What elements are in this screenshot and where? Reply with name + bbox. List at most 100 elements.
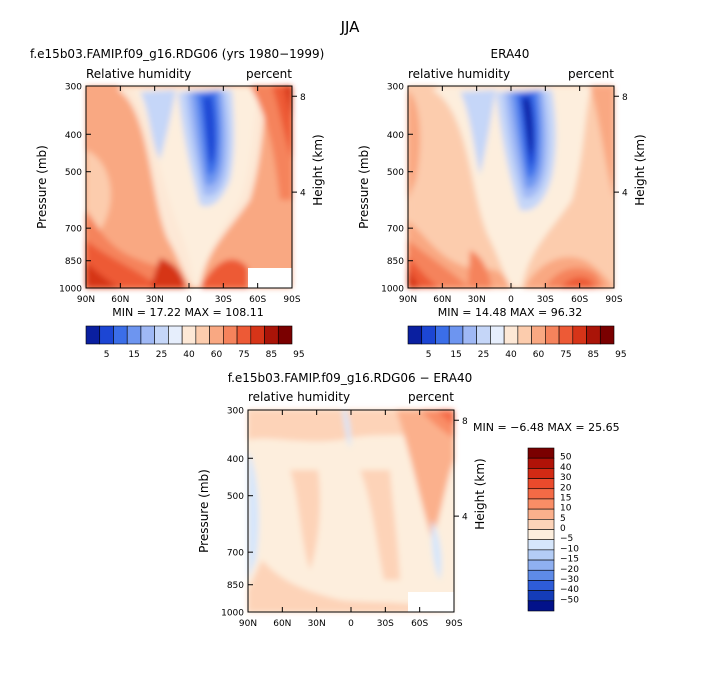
colorbar-label: 5 [426, 350, 432, 360]
colorbar-swatch [140, 325, 155, 345]
colorbar-label: −40 [560, 585, 579, 595]
colorbar-label: 10 [560, 504, 572, 514]
colorbar-label: 20 [560, 483, 572, 493]
colorbar-label: 5 [560, 514, 566, 524]
y-tick-label: 1000 [381, 285, 404, 295]
panel-era40-axes: 90N 60N 30N 0 30S 60S 90S 300 400 500 700 850 1000 8 4 [381, 83, 628, 306]
panel-model-left-label: Relative humidity [86, 67, 191, 81]
colorbar-swatch [586, 325, 601, 345]
colorbar-swatch [113, 325, 128, 345]
x-tick-label: 90N [77, 295, 95, 305]
colorbar-swatch [527, 457, 555, 469]
x-tick-label: 30S [537, 295, 554, 305]
colorbar-swatch [407, 325, 423, 345]
x-tick-label: 90S [605, 295, 622, 305]
colorbar-label: 95 [293, 350, 304, 360]
height-tick-label: 4 [300, 189, 306, 199]
y-tick-label: 400 [387, 131, 404, 141]
colorbar-swatch [99, 325, 114, 345]
colorbar-swatch [264, 325, 279, 345]
panel-era40-right-label: percent [568, 67, 614, 81]
colorbar-label: −10 [560, 544, 579, 554]
colorbar-label: 0 [560, 524, 566, 534]
height-tick-label: 4 [622, 189, 628, 199]
colorbar-label: 15 [128, 350, 139, 360]
panel-era40-stats: MIN = 14.48 MAX = 96.32 [438, 306, 582, 319]
colorbar-swatch [181, 325, 197, 345]
x-tick-label: 0 [508, 295, 514, 305]
x-tick-label: 30S [215, 295, 232, 305]
colorbar-label: 85 [588, 350, 599, 360]
x-tick-label: 60N [111, 295, 129, 305]
panel-diff-axes: 90N 60N 30N 0 30S 60S 90S 300 400 500 700 850 1000 8 4 [221, 407, 468, 630]
panel-diff-left-label: relative humidity [248, 390, 350, 404]
colorbar-label: −5 [560, 534, 573, 544]
y-tick-label: 850 [387, 257, 404, 267]
colorbar-label: 15 [450, 350, 461, 360]
panel-model-masked-region [248, 268, 292, 288]
x-tick-label: 30N [468, 295, 486, 305]
colorbar-swatch [236, 325, 252, 345]
colorbar-label: 15 [560, 493, 571, 503]
colorbar-swatch [531, 325, 546, 345]
panel-diff-ylabel: Pressure (mb) [197, 469, 211, 553]
x-tick-label: 0 [186, 295, 192, 305]
x-tick-label: 90S [445, 619, 462, 629]
colorbar-swatch [527, 559, 555, 571]
height-tick-label: 4 [462, 513, 468, 523]
colorbar-swatch [517, 325, 532, 345]
colorbar-swatch [527, 590, 555, 602]
y-tick-label: 300 [387, 83, 404, 93]
y-tick-label: 1000 [59, 285, 82, 295]
x-tick-label: 90N [399, 295, 417, 305]
colorbar-swatch [572, 325, 587, 345]
colorbar-swatch [527, 478, 555, 490]
panel-diff-title: f.e15b03.FAMIP.f09_g16.RDG06 − ERA40 [228, 371, 473, 385]
colorbar-label: 5 [104, 350, 110, 360]
colorbar-swatch [421, 325, 436, 345]
colorbar-swatch [527, 529, 555, 540]
colorbar-swatch [503, 325, 519, 345]
colorbar-label: 95 [615, 350, 626, 360]
colorbar-swatch [545, 325, 560, 345]
colorbar-label: 25 [156, 350, 167, 360]
colorbar-label: 50 [560, 453, 572, 463]
colorbar-swatch [490, 325, 505, 345]
colorbar-label: −50 [560, 595, 579, 605]
panel-diff: f.e15b03.FAMIP.f09_g16.RDG06 − ERA40 rel… [197, 371, 620, 629]
panel-era40-contour-field [408, 86, 614, 288]
colorbar-swatch [527, 549, 555, 561]
colorbar-label: 60 [211, 350, 223, 360]
panel-diff-ylabel-right: Height (km) [473, 458, 487, 529]
colorbar-swatch [195, 325, 210, 345]
colorbar-swatch [448, 325, 464, 345]
colorbar-swatch [527, 519, 555, 530]
colorbar-label: 75 [560, 350, 571, 360]
y-tick-label: 700 [65, 225, 82, 235]
y-tick-label: 1000 [221, 609, 244, 619]
panel-model-title: f.e15b03.FAMIP.f09_g16.RDG06 (yrs 1980−1… [30, 47, 324, 61]
colorbar-swatch [435, 325, 450, 345]
colorbar-swatch [527, 488, 555, 500]
colorbar-swatch [527, 600, 555, 612]
panel-diff-masked-region [408, 592, 454, 612]
colorbar-swatch [599, 325, 615, 345]
colorbar-swatch [250, 325, 265, 345]
colorbar-swatch [527, 447, 555, 459]
x-tick-label: 90S [283, 295, 300, 305]
x-tick-label: 30S [377, 619, 394, 629]
colorbar-label: 40 [505, 350, 517, 360]
height-tick-label: 8 [462, 417, 468, 427]
colorbar-swatch [277, 325, 293, 345]
panel-era40-ylabel: Pressure (mb) [357, 145, 371, 229]
y-tick-label: 300 [65, 83, 82, 93]
x-tick-label: 30N [308, 619, 326, 629]
panel-model-axes: 90N 60N 30N 0 30S 60S 90S 300 400 500 700 850 1000 8 4 [59, 83, 306, 306]
panel-diff-stats: MIN = −6.48 MAX = 25.65 [473, 421, 620, 434]
colorbar-swatch [168, 325, 183, 345]
panel-diff-right-label: percent [408, 390, 454, 404]
colorbar-swatch [209, 325, 224, 345]
colorbar-swatch [154, 325, 169, 345]
y-tick-label: 700 [227, 549, 244, 559]
